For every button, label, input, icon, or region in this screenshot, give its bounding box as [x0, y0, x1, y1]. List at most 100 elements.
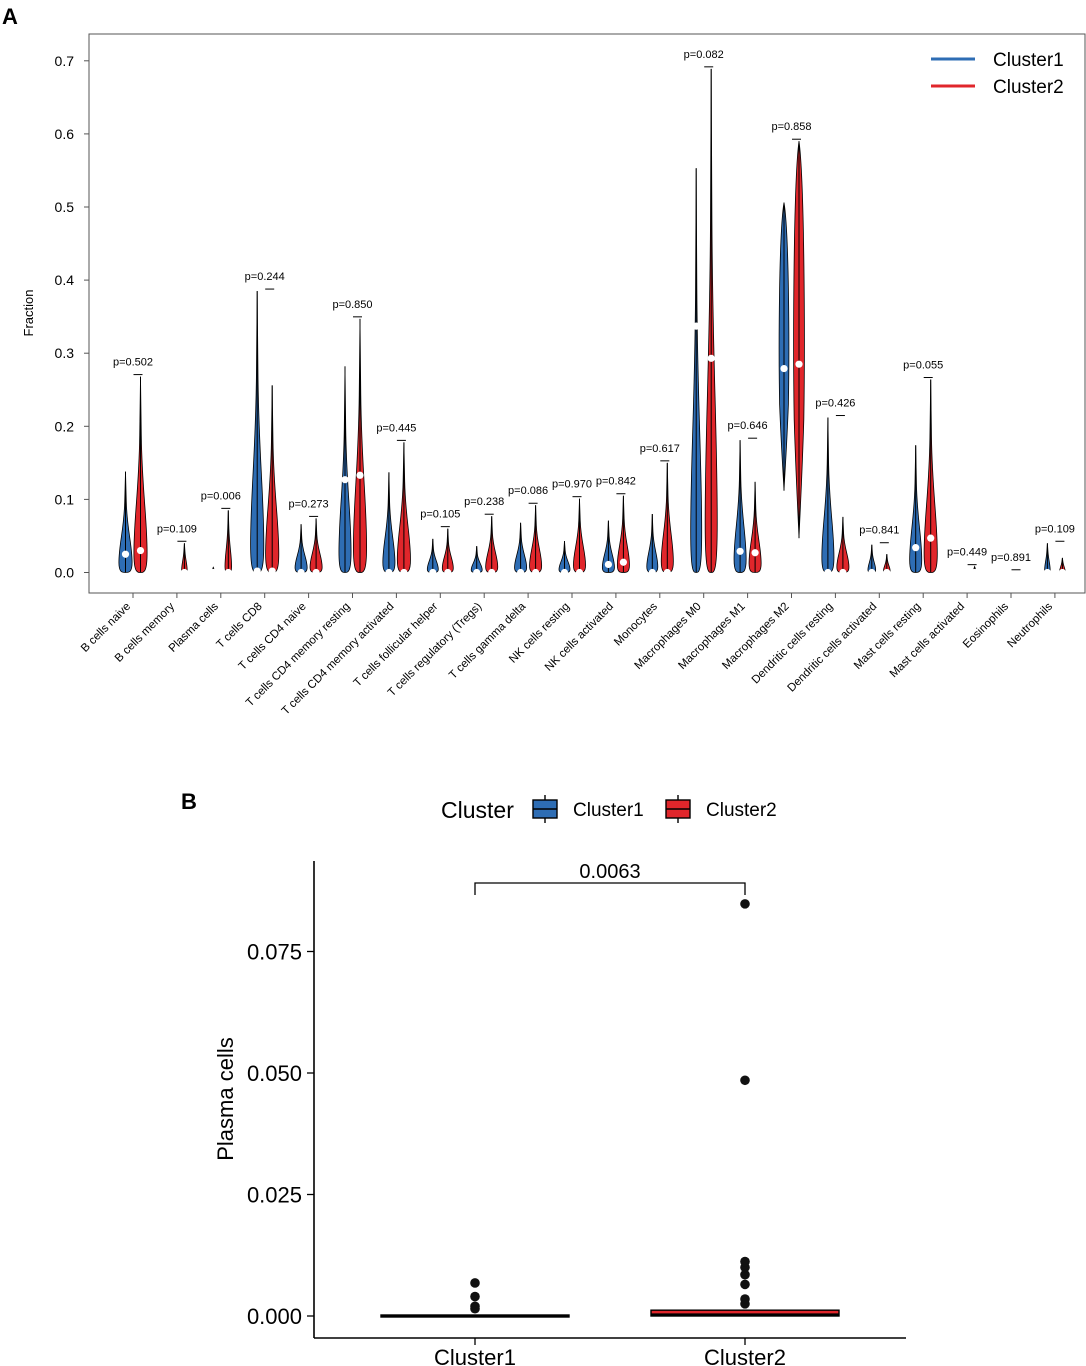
violin-median-dot [707, 354, 715, 362]
violin-median-dot [971, 568, 979, 577]
pvalue-label: p=0.646 [728, 420, 768, 432]
violin-median-dot [488, 568, 496, 577]
violin-median-dot [312, 568, 320, 577]
violin-median-dot [1014, 568, 1023, 577]
outlier-point [740, 1075, 750, 1086]
violin-median-dot [692, 322, 700, 330]
violin-median-dot [751, 549, 759, 557]
outlier-point [470, 1278, 480, 1288]
violin-median-dot [883, 568, 891, 577]
x-tick-label: Neutrophils [1005, 600, 1055, 650]
pvalue-label: p=0.238 [464, 496, 504, 508]
violin-median-dot [400, 568, 408, 577]
violin-median-dot [648, 568, 656, 577]
pvalue-label: p=0.244 [245, 271, 285, 283]
y-tick-label: 0.1 [55, 491, 75, 507]
violin-median-dot [736, 547, 744, 555]
violin-median-dot [268, 567, 276, 575]
x-tick-label: Eosinophils [961, 600, 1011, 650]
violin-median-dot [560, 568, 569, 577]
significance-bracket [474, 882, 746, 895]
panel-label-b: B [181, 789, 197, 814]
pvalue-label: p=0.082 [684, 49, 724, 61]
y-axis-label: Plasma cells [213, 1037, 238, 1160]
pvalue-label: p=0.842 [596, 476, 636, 488]
x-tick-label: Monocytes [612, 600, 660, 648]
violin-median-dot [165, 568, 173, 577]
violin-median-dot [1043, 568, 1051, 577]
y-tick-label: 0.0 [55, 565, 75, 581]
outlier-point [740, 1294, 750, 1304]
pvalue-label: p=0.055 [903, 360, 943, 372]
y-tick-label: 0.2 [55, 418, 75, 434]
violin-median-dot [180, 568, 188, 577]
outlier-point [470, 1291, 480, 1302]
violin-median-dot [385, 568, 393, 577]
y-axis-label: Fraction [21, 290, 36, 337]
violin-median-dot [604, 560, 613, 569]
y-tick-label: 0.025 [247, 1183, 302, 1208]
plot-frame [88, 33, 1086, 594]
violin-median-dot [999, 568, 1008, 577]
legend-label: Cluster2 [706, 800, 777, 821]
violin-chart: 0.00.10.20.30.40.50.60.7Fractionp=0.502B… [21, 33, 1086, 717]
violin-median-dot [663, 568, 671, 577]
pvalue-label: p=0.445 [376, 422, 416, 434]
violin-median-dot [956, 568, 964, 577]
violin-median-dot [209, 568, 217, 577]
violin-median-dot [356, 471, 364, 479]
x-tick-label: Mast cells activated [888, 601, 967, 680]
violin-median-dot [575, 568, 584, 577]
x-tick-label: Dendritic cells activated [786, 601, 880, 695]
violin-median-dot [429, 568, 437, 577]
violin-median-dot [136, 546, 145, 555]
violin-median-dot [868, 568, 876, 577]
x-tick-label: T cells follicular helper [352, 601, 441, 690]
violin-median-dot [473, 568, 481, 577]
box-chart: 0.000 0.025 0.050 0.075 Plasma cells Cluster1… [213, 795, 906, 1366]
violin-median-dot [444, 568, 452, 577]
significance-pvalue: 0.0063 [579, 861, 640, 883]
pvalue-label: p=0.109 [1035, 523, 1075, 535]
violin-median-dot [839, 568, 847, 577]
pvalue-label: p=0.006 [201, 490, 241, 502]
legend-title: Cluster [441, 797, 514, 823]
violin-median-dot [619, 558, 628, 566]
y-tick-label: 0.3 [55, 345, 75, 361]
legend-label: Cluster1 [573, 800, 644, 821]
violin-median-dot [824, 568, 832, 577]
violin-median-dot [927, 534, 935, 542]
legend-label: Cluster2 [993, 77, 1064, 98]
panel-label-a: A [2, 4, 18, 29]
violin-median-dot [517, 568, 525, 577]
outlier-point [740, 1279, 750, 1290]
x-tick-label: Dendritic cells resting [750, 601, 836, 687]
pvalue-label: p=0.273 [289, 498, 329, 510]
violin-median-dot [532, 568, 540, 577]
y-tick-label: 0.7 [55, 53, 75, 69]
violin-median-dot [121, 550, 130, 558]
pvalue-label: p=0.858 [771, 121, 811, 133]
outlier-point [470, 1301, 480, 1312]
y-tick-label: 0.000 [247, 1304, 302, 1329]
violin-median-dot [297, 568, 305, 577]
pvalue-label: p=0.970 [552, 479, 592, 491]
y-tick-label: 0.075 [247, 940, 302, 965]
x-tick-label: Cluster1 [434, 1345, 516, 1366]
pvalue-label: p=0.617 [640, 443, 680, 455]
violin-median-dot [780, 364, 788, 373]
pvalue-label: p=0.105 [420, 509, 460, 521]
box-body [650, 1309, 840, 1317]
legend-label: Cluster1 [993, 50, 1064, 71]
outlier-point [740, 1269, 750, 1280]
pvalue-label: p=0.449 [947, 547, 987, 559]
pvalue-label: p=0.502 [113, 357, 153, 369]
y-tick-label: 0.6 [55, 126, 75, 142]
pvalue-label: p=0.426 [815, 398, 855, 410]
outlier-point [740, 1256, 750, 1267]
violin-median-dot [253, 567, 261, 575]
y-tick-label: 0.050 [247, 1061, 302, 1086]
pvalue-label: p=0.891 [991, 552, 1031, 564]
pvalue-label: p=0.109 [157, 523, 197, 535]
